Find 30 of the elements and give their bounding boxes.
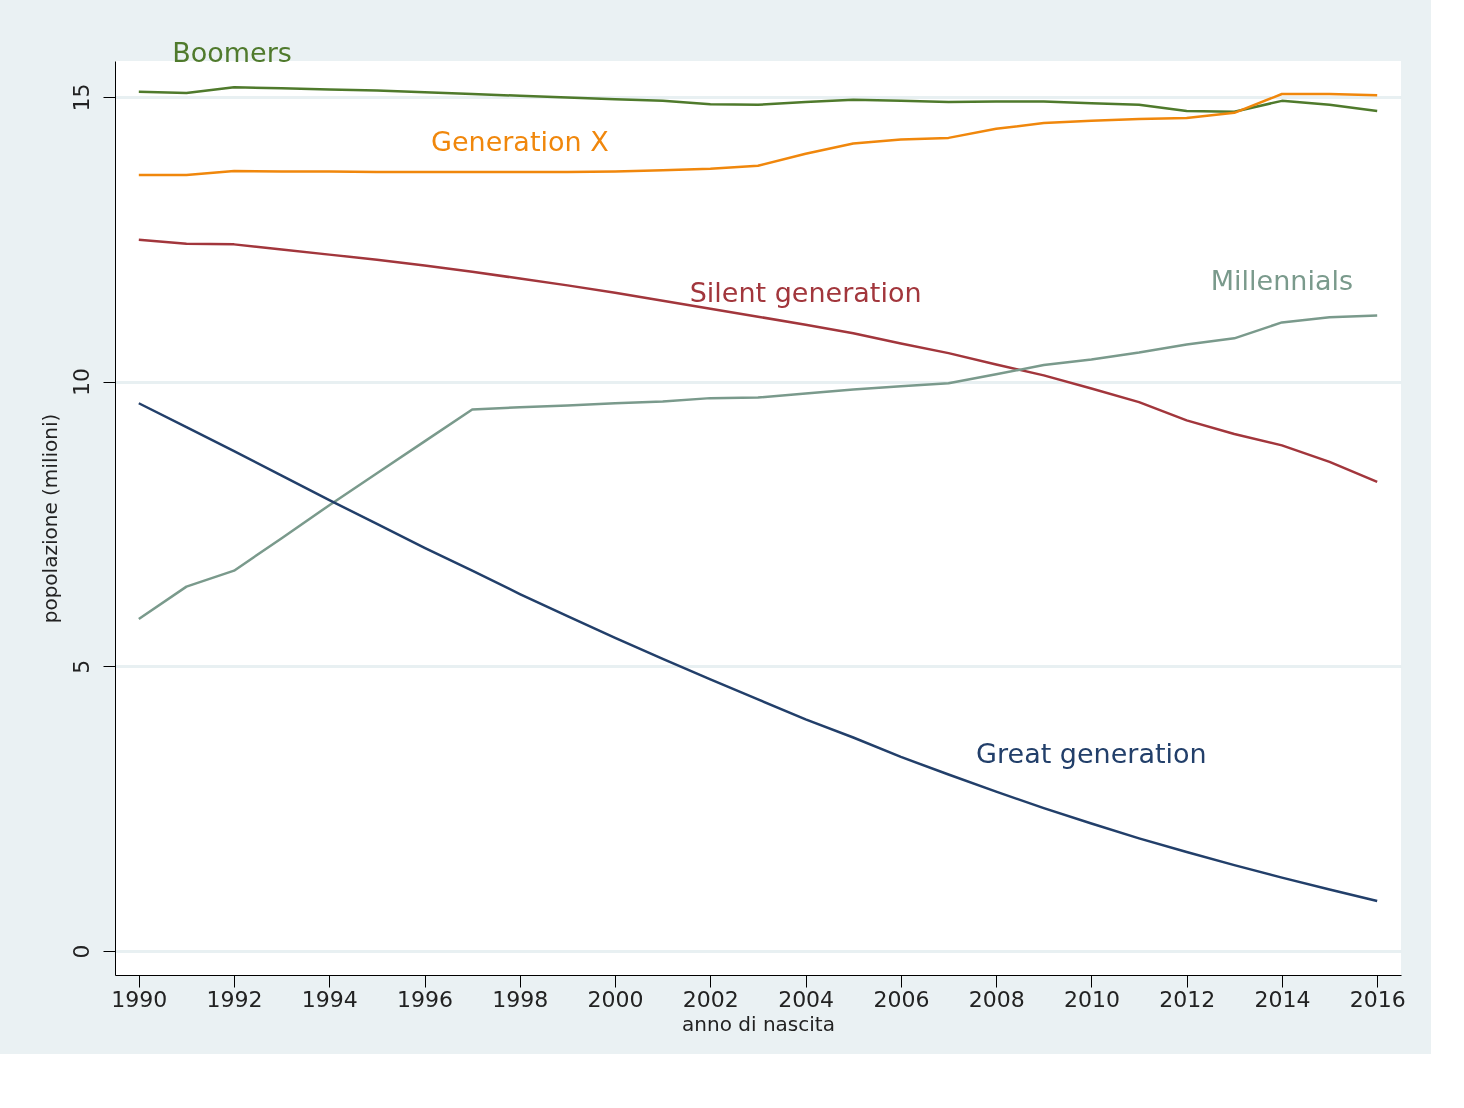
y-tick-label: 10 (68, 368, 94, 397)
x-tick-label: 2006 (873, 986, 930, 1012)
x-tick-label: 1996 (397, 986, 454, 1012)
x-tick-label: 1998 (492, 986, 549, 1012)
line-series (137, 238, 1379, 484)
y-tick-label: 0 (68, 944, 94, 959)
x-tick-label: 2002 (682, 986, 739, 1012)
y-tick-label: 5 (68, 659, 94, 674)
line-series (137, 314, 1379, 621)
line-series (137, 402, 1379, 903)
x-tick-label: 2016 (1349, 986, 1406, 1012)
y-axis-title: popolazione (milioni) (37, 413, 62, 624)
series-label: Great generation (976, 737, 1207, 769)
series-label: Boomers (172, 37, 292, 69)
x-tick-label: 2014 (1254, 986, 1311, 1012)
x-tick-label: 2004 (778, 986, 835, 1012)
x-tick-label: 2010 (1063, 986, 1120, 1012)
x-axis-title: anno di nascita (682, 1011, 835, 1036)
x-tick-label: 2000 (587, 986, 644, 1012)
series-label: Generation X (431, 125, 609, 157)
x-tick-label: 2012 (1159, 986, 1216, 1012)
x-tick-label: 1994 (301, 986, 358, 1012)
x-tick-label: 2008 (968, 986, 1025, 1012)
line-series (137, 85, 1379, 113)
series-label: Millennials (1210, 265, 1354, 297)
x-tick-label: 1992 (206, 986, 263, 1012)
line-series (137, 92, 1379, 177)
series-label: Silent generation (689, 276, 922, 308)
y-tick-label: 15 (68, 83, 94, 112)
x-tick-label: 1990 (111, 986, 168, 1012)
